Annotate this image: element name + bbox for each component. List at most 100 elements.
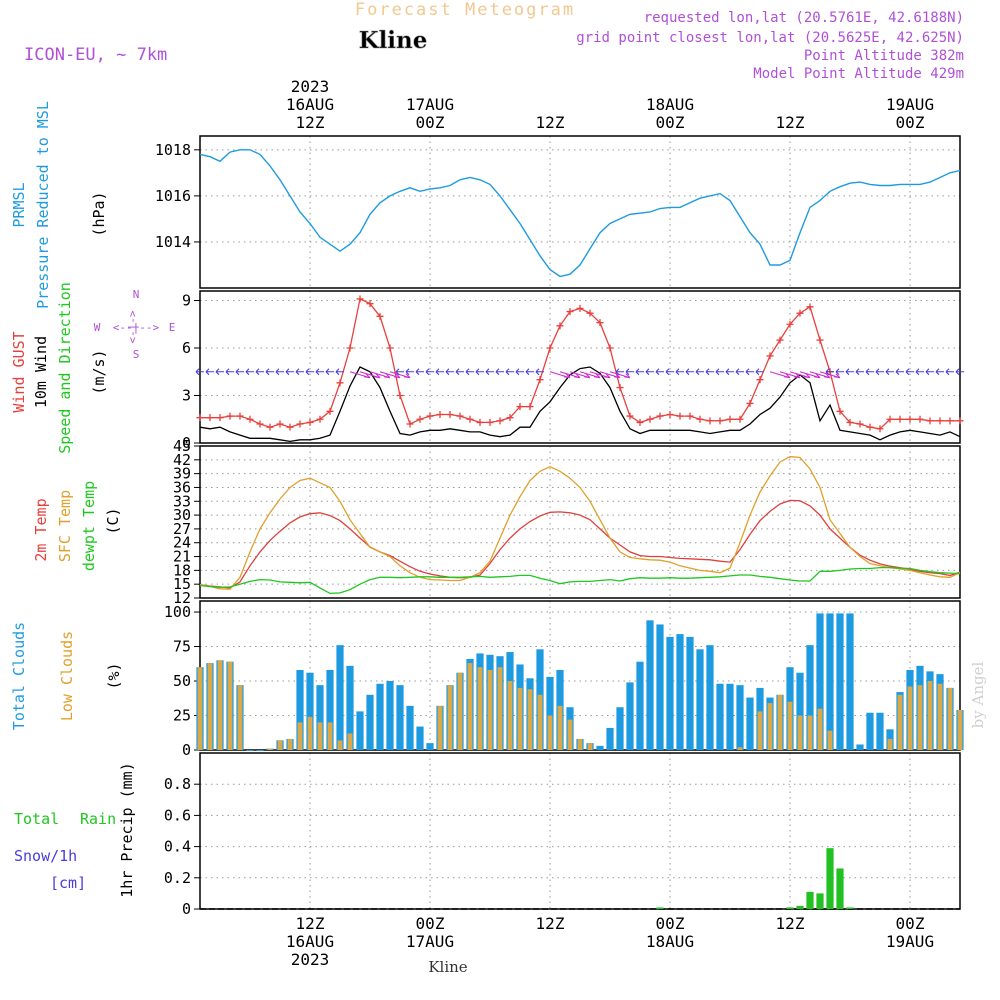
wind-direction-arrow: [379, 371, 401, 379]
temp-labels: 2m Temp SFC Temp dewpt Temp (C): [32, 481, 122, 571]
top-tick-label: 12Z: [536, 113, 565, 132]
gust-marker: [416, 415, 424, 423]
wind-direction-arrow: [915, 368, 924, 376]
y-tick-label: 50: [173, 672, 191, 690]
low-cloud-bar: [567, 719, 573, 750]
wind-direction-arrow: [349, 371, 371, 379]
total-cloud-bar: [666, 636, 674, 750]
gust-marker: [366, 300, 374, 308]
compass-we: <--|-->: [113, 321, 160, 334]
total-cloud-bar: [346, 665, 354, 750]
top-tick-label: 12Z: [776, 113, 805, 132]
total-cloud-bar: [626, 682, 634, 750]
bottom-tick-label: 12Z: [536, 914, 565, 933]
wind-speed-line: [199, 366, 961, 443]
y-tick-label: 39: [173, 465, 191, 483]
total-cloud-bar: [876, 712, 884, 750]
compass-e: E: [169, 321, 176, 334]
gust-marker: [886, 415, 894, 423]
total-cloud-bar: [336, 645, 344, 750]
y-tick-label: 0: [182, 741, 191, 759]
gust-marker: [666, 411, 674, 418]
low-cloud-bar: [767, 703, 773, 750]
wind-direction-arrow: [905, 368, 914, 376]
wind-direction-arrow: [569, 371, 591, 379]
gust-marker: [726, 415, 734, 423]
compass-s: S: [133, 348, 140, 361]
gust-marker: [346, 344, 354, 352]
precip-label-rain: Rain: [80, 810, 116, 828]
total-cloud-bar: [316, 685, 324, 750]
low-cloud-bar: [787, 701, 793, 750]
wind-direction-arrow: [755, 368, 764, 376]
wind-direction-arrow: [819, 371, 841, 379]
gust-marker: [806, 303, 814, 311]
rain-bar: [806, 891, 814, 909]
top-tick-label: 00Z: [416, 113, 445, 132]
product-title: Forecast Meteogram: [355, 0, 575, 20]
wind-direction-arrow: [305, 368, 314, 376]
wind-direction-arrow: [865, 368, 874, 376]
gust-marker: [626, 412, 634, 420]
temp-label-dew: dewpt Temp: [80, 481, 98, 571]
gust-marker: [466, 415, 474, 423]
gust-marker: [846, 418, 854, 426]
wind-direction-arrow: [925, 368, 934, 376]
gust-marker: [866, 423, 874, 431]
wind-direction-arrow: [405, 368, 414, 376]
precip-panel-frame: [199, 752, 961, 910]
wind-direction-arrow: [415, 368, 424, 376]
wind-direction-arrow: [695, 368, 704, 376]
footer-location: Kline: [428, 958, 467, 976]
gust-marker: [216, 414, 224, 422]
top-tick-label: 00Z: [896, 113, 925, 132]
y-tick-label: 15: [173, 575, 191, 593]
low-cloud-bar: [897, 694, 903, 750]
wind-direction-arrow: [655, 368, 664, 376]
wind-direction-arrow: [395, 368, 404, 376]
total-cloud-bar: [406, 705, 414, 750]
total-cloud-bar: [746, 697, 754, 750]
y-tick-label: 42: [173, 451, 191, 469]
low-cloud-bar: [497, 667, 503, 750]
wind-direction-arrow: [225, 368, 234, 376]
total-cloud-bar: [656, 624, 664, 750]
gust-marker: [616, 384, 624, 392]
low-cloud-bar: [907, 686, 913, 750]
y-tick-label: 27: [173, 520, 191, 538]
gust-marker: [936, 417, 944, 425]
total-cloud-bar: [726, 683, 734, 750]
low-cloud-bar: [757, 711, 763, 750]
wind-direction-arrow: [335, 368, 344, 376]
y-tick-label: 12: [173, 589, 191, 607]
temp-panel-frame: [199, 445, 961, 599]
gust-marker: [566, 308, 574, 316]
dew-line: [199, 566, 961, 595]
y-tick-label: 3: [182, 387, 191, 405]
gust-marker: [396, 392, 404, 399]
wind-direction-arrow: [769, 371, 791, 379]
compass-w: W: [94, 321, 101, 334]
gridlines: [200, 136, 960, 910]
gust-marker: [856, 420, 864, 428]
total-cloud-bar: [816, 613, 824, 750]
wind-direction-arrow: [389, 371, 411, 379]
gust-marker: [956, 417, 964, 425]
low-cloud-bar: [267, 748, 273, 750]
gust-marker: [686, 412, 694, 420]
gust-marker: [676, 412, 684, 420]
total-cloud-bar: [646, 620, 654, 750]
low-cloud-bar: [817, 708, 823, 750]
total-cloud-bar: [826, 613, 834, 750]
temp-label-sfc: SFC Temp: [56, 490, 74, 562]
credit-watermark: by Angel: [969, 661, 987, 728]
wind-direction-arrow: [435, 368, 444, 376]
precip-label-snow: Snow/1h: [14, 847, 77, 865]
bottom-tick-label: 19AUG: [886, 932, 934, 951]
top-tick-label: 2023: [291, 77, 330, 96]
wind-direction-arrow: [625, 368, 634, 376]
y-tick-label: 21: [173, 548, 191, 566]
y-tick-label: 24: [173, 534, 191, 552]
gust-marker: [716, 417, 724, 425]
